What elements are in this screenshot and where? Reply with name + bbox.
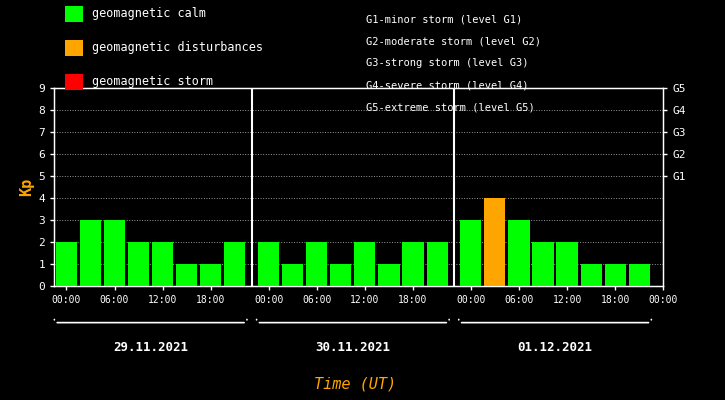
Bar [104,220,125,286]
Bar [152,242,173,286]
Text: Time (UT): Time (UT) [314,376,397,391]
Text: 29.11.2021: 29.11.2021 [113,342,188,354]
Bar [629,264,650,286]
Bar [484,198,505,286]
Bar [306,242,328,286]
Text: G1-minor storm (level G1): G1-minor storm (level G1) [366,14,523,24]
Bar [176,264,197,286]
Bar [282,264,303,286]
Bar [532,242,554,286]
Bar [460,220,481,286]
Bar [224,242,246,286]
Bar [258,242,279,286]
Text: G3-strong storm (level G3): G3-strong storm (level G3) [366,58,529,68]
Bar [80,220,101,286]
Text: G4-severe storm (level G4): G4-severe storm (level G4) [366,80,529,90]
Text: geomagnetic disturbances: geomagnetic disturbances [92,42,263,54]
Y-axis label: Kp: Kp [20,178,34,196]
Bar [378,264,399,286]
Text: G5-extreme storm (level G5): G5-extreme storm (level G5) [366,102,535,112]
Bar [426,242,448,286]
Text: geomagnetic calm: geomagnetic calm [92,8,206,20]
Bar [330,264,352,286]
Text: 30.11.2021: 30.11.2021 [315,342,390,354]
Bar [605,264,626,286]
Text: geomagnetic storm: geomagnetic storm [92,76,213,88]
Text: 01.12.2021: 01.12.2021 [518,342,592,354]
Bar [56,242,77,286]
Bar [557,242,578,286]
Bar [200,264,221,286]
Bar [508,220,529,286]
Bar [402,242,423,286]
Bar [581,264,602,286]
Bar [355,242,376,286]
Text: G2-moderate storm (level G2): G2-moderate storm (level G2) [366,36,541,46]
Bar [128,242,149,286]
